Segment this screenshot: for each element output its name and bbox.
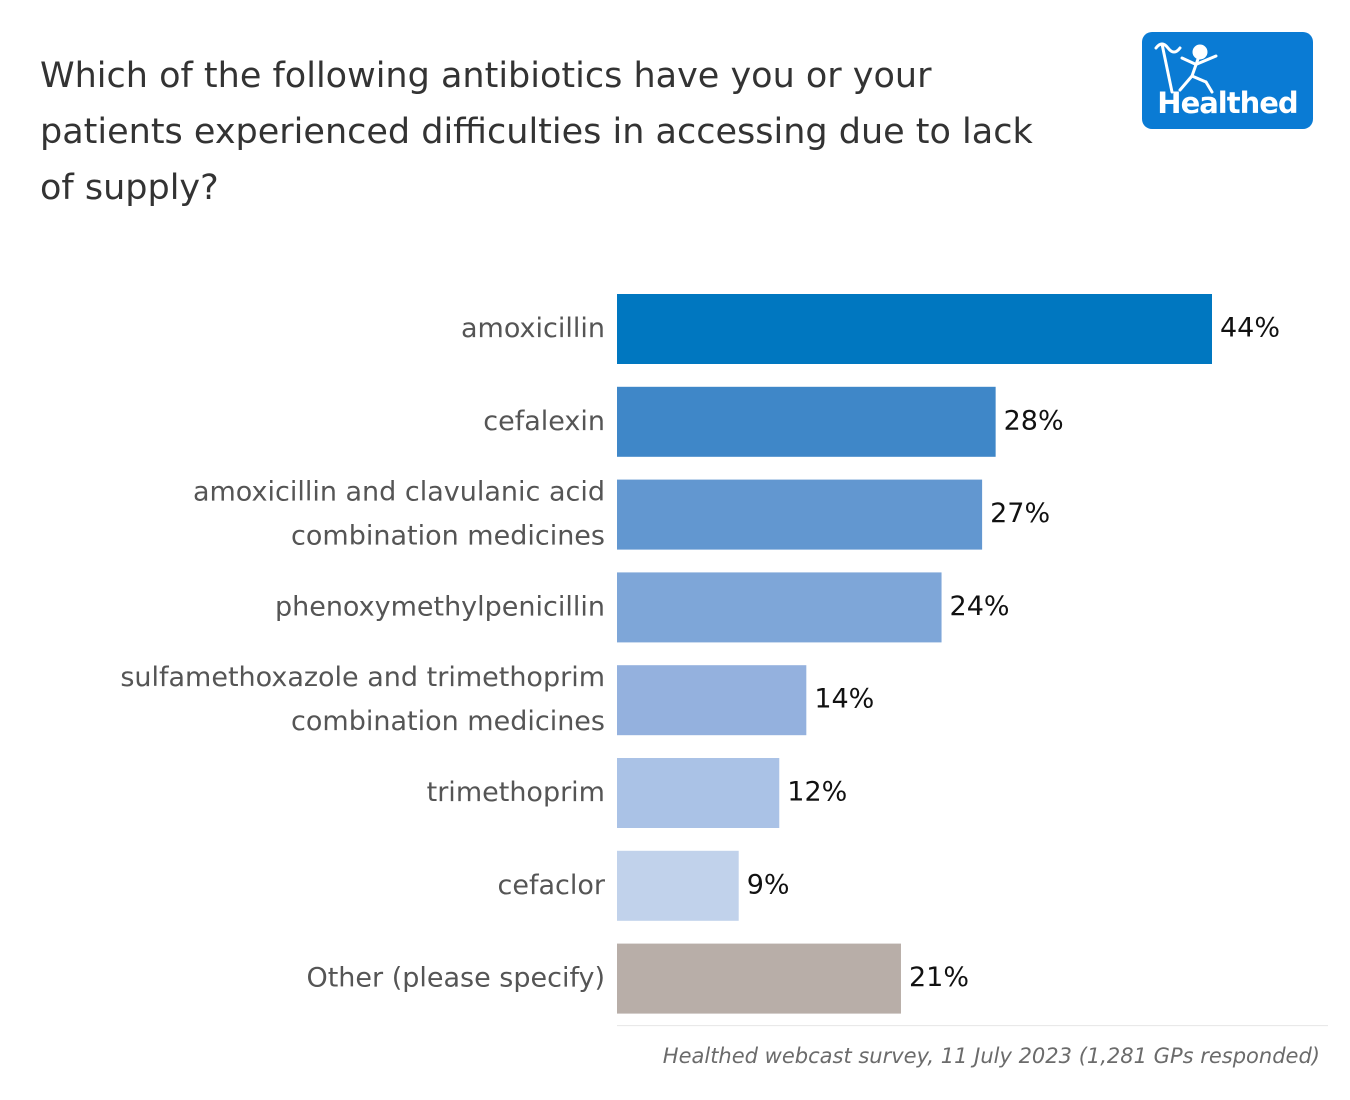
bar-7 [617, 943, 901, 1014]
data-label-6: 9% [747, 869, 790, 900]
bar-4 [617, 665, 807, 736]
bar-6 [617, 850, 739, 921]
bar-3 [617, 572, 942, 643]
data-label-0: 44% [1220, 313, 1280, 344]
data-label-1: 28% [1004, 405, 1064, 436]
healthed-logo: Healthed [1142, 32, 1313, 129]
category-label-2: amoxicillin and clavulanic acid combinati… [193, 476, 605, 551]
category-label-3: phenoxymethylpenicillin [275, 591, 605, 622]
bar-5 [617, 758, 780, 828]
category-label-5: trimethoprim [427, 777, 605, 808]
data-label-2: 27% [990, 498, 1050, 529]
data-label-5: 12% [787, 777, 847, 808]
category-label-1: cefalexin [483, 405, 605, 436]
bar-1 [617, 386, 996, 457]
hermes-running-figure-icon [1154, 42, 1218, 94]
chart-title: Which of the following antibiotics have … [40, 56, 1033, 208]
category-label-0: amoxicillin [461, 313, 605, 344]
category-label-4: sulfamethoxazole and trimethoprim combina… [120, 662, 605, 737]
bar-0 [617, 294, 1212, 364]
bar-2 [617, 479, 983, 550]
logo-wordmark: Healthed [1157, 86, 1298, 120]
category-label-7: Other (please specify) [306, 962, 605, 993]
data-label-4: 14% [814, 684, 874, 715]
source-caption: Healthed webcast survey, 11 July 2023 (1… [662, 1044, 1320, 1068]
data-label-7: 21% [909, 962, 969, 993]
data-label-3: 24% [950, 591, 1010, 622]
category-label-6: cefaclor [498, 869, 606, 900]
